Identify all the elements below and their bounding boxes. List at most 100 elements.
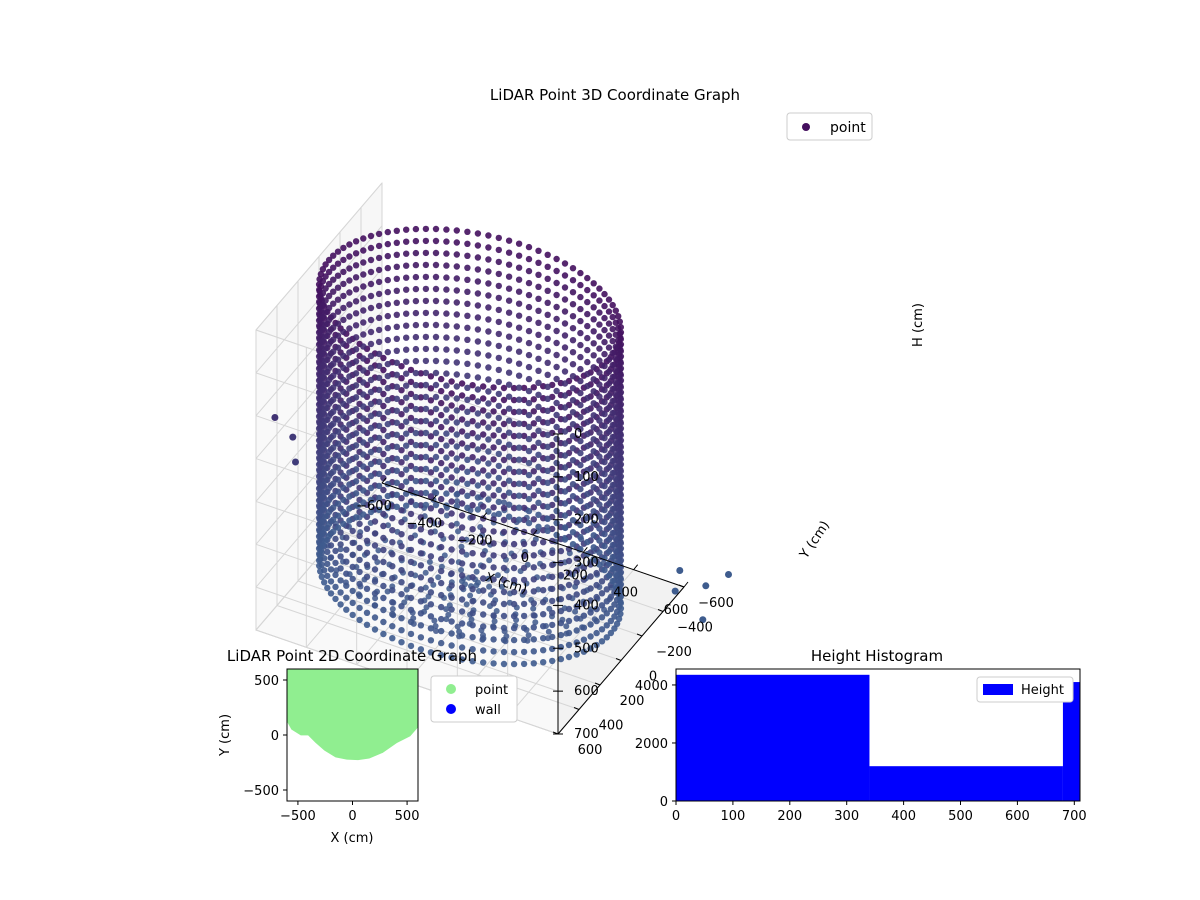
chart-3d-point (505, 249, 513, 256)
chart-3d-point (417, 382, 425, 389)
chart-3d-point (393, 383, 400, 390)
chart-3d-point (317, 568, 324, 575)
chart-3d-point (544, 359, 551, 366)
chart-3d-point (505, 261, 513, 268)
chart-3d-point (480, 635, 487, 642)
chart-3d-point (469, 490, 476, 497)
chart-3d-point (346, 505, 353, 512)
chart-3d-point (469, 562, 476, 569)
chart-3d-point (438, 615, 445, 623)
chart-3d-point (367, 340, 375, 348)
chart-2d-legend-point-label: point (475, 683, 508, 698)
chart-3d-point (490, 504, 497, 511)
chart-3d-point (432, 309, 440, 317)
chart-3d-point (464, 492, 471, 499)
chart-3d-point (422, 477, 430, 485)
chart-3d-point (505, 297, 513, 304)
chart-3d-point (443, 250, 450, 257)
chart-3d-point (448, 546, 455, 553)
chart-3d-point (360, 355, 367, 362)
chart-3d-point (398, 447, 405, 454)
chart-3d-point (438, 603, 445, 611)
chart-3d-point (557, 583, 565, 591)
chart-3d-point (530, 552, 537, 559)
chart-3d-point (448, 618, 455, 625)
chart-3d-point (577, 365, 584, 373)
chart-3d-point (458, 392, 466, 399)
chart-3d-point (520, 480, 528, 488)
chart-3d-point (334, 248, 342, 255)
chart-3d-point (530, 605, 537, 612)
chart-3d-point (346, 493, 353, 500)
chart-3d-point (490, 588, 497, 595)
chart-3d-point (474, 410, 482, 417)
chart-3d-point (407, 546, 415, 554)
chart-3d-point (432, 321, 440, 329)
chart-3d-point (469, 538, 476, 545)
chart-3d-point (360, 367, 367, 374)
chart-3d-point (609, 433, 616, 441)
chart-3d-point (334, 452, 342, 459)
chart-3d-point (319, 422, 327, 429)
chart-3d-point (520, 540, 528, 548)
chart-3d-legend-box (786, 112, 873, 141)
chart-3d-point (337, 546, 344, 553)
chart-3d-point (438, 423, 445, 431)
chart-3d-point (485, 232, 492, 239)
chart-3d-point (515, 324, 523, 331)
chart-3d-point (540, 647, 547, 654)
chart-3d-point (443, 286, 450, 293)
chart-3d-point (525, 459, 533, 467)
chart-3d-point (427, 457, 435, 464)
chart-3d-point (398, 627, 405, 634)
chart-3d-point (596, 309, 603, 316)
chart-3d-point (346, 385, 353, 392)
chart-3d-point (407, 438, 415, 446)
chart-3d-point (510, 468, 518, 476)
chart-3d-point (346, 373, 353, 380)
chart-3d-point (330, 324, 337, 331)
chart-3d-point (561, 356, 569, 363)
chart-3d-point (443, 322, 450, 329)
histogram-y-tick-label: 2000 (635, 737, 668, 752)
chart-3d-point (495, 486, 502, 494)
chart-3d-point (327, 554, 335, 561)
chart-3d-point (485, 328, 492, 335)
chart-3d-point (609, 493, 616, 501)
chart-3d-point (549, 585, 556, 593)
chart-3d-point (371, 518, 379, 525)
chart-3d-point (495, 258, 502, 266)
chart-3d-point (587, 633, 594, 640)
chart-3d-point (384, 396, 391, 404)
chart-3d-point (407, 486, 415, 494)
chart-3d-point (438, 447, 445, 455)
chart-3d-point (375, 446, 383, 454)
chart-3d-point (407, 522, 415, 530)
chart-3d-point (407, 510, 415, 518)
chart-3d-point (525, 243, 533, 251)
chart-3d-point (325, 424, 333, 432)
chart-3d-point (380, 414, 387, 422)
chart-3d-point (389, 563, 396, 570)
chart-3d-point (535, 391, 542, 398)
chart-3d-point (340, 400, 347, 408)
chart-3d-point (573, 627, 580, 634)
chart-3d-point (573, 591, 580, 598)
chart-3d-point (493, 608, 500, 614)
chart-3d-point (486, 583, 493, 590)
chart-3d-point (561, 344, 569, 351)
chart-3d-point (553, 495, 560, 503)
chart-3d-point (427, 637, 435, 644)
chart-3d-point (590, 436, 597, 443)
histogram-x-tick-label: 0 (672, 809, 680, 824)
chart-3d-point (464, 336, 471, 343)
chart-3d-y-tick-mark (573, 707, 580, 710)
chart-3d-point (318, 573, 325, 580)
chart-3d-point (561, 272, 569, 279)
chart-3d-point (407, 558, 415, 566)
chart-3d-point (463, 551, 470, 558)
chart-3d-z-tick-label: 700 (574, 727, 599, 742)
chart-3d-point (584, 490, 591, 498)
chart-3d-point (448, 510, 455, 517)
